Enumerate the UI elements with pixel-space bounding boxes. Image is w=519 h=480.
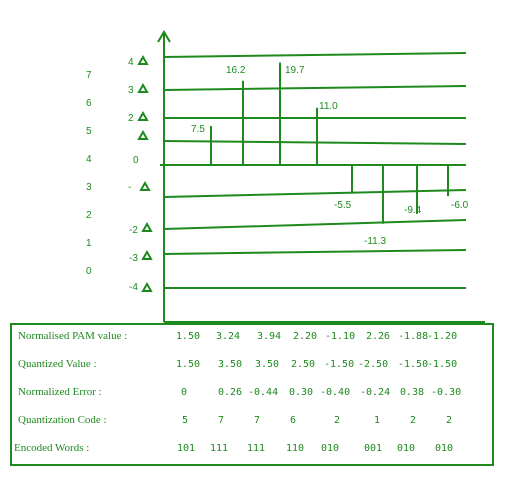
triangle-marker-icon [137, 110, 149, 121]
level-line [163, 249, 467, 255]
table-cell: -2.50 [358, 359, 388, 370]
triangle-marker-icon [137, 82, 149, 93]
row-label: Normalized Error : [18, 386, 102, 398]
level-labels: 4 3 2 0 - -2 -3 -4 [128, 57, 139, 293]
table-cell: -1.50 [427, 359, 457, 370]
y-axis-arrow-icon [157, 30, 171, 43]
triangle-marker-icon [141, 249, 153, 260]
sample-stems [210, 62, 449, 224]
table-cell: 7 [218, 415, 224, 426]
triangle-marker-icon [137, 54, 149, 65]
level-label: - [128, 182, 131, 193]
table-cell: 0.38 [400, 387, 424, 398]
table-cell: 6 [290, 415, 296, 426]
code-label: 1 [86, 238, 92, 249]
level-label: 2 [128, 113, 134, 124]
table-cell: 0.30 [289, 387, 313, 398]
codes-column: 7 6 5 4 3 2 1 0 [86, 70, 92, 277]
triangle-marker-icon [137, 129, 149, 140]
code-label: 3 [86, 182, 92, 193]
table-cell: 101 [177, 443, 195, 454]
table-cell: 001 [364, 443, 382, 454]
triangle-marker-icon [141, 281, 153, 292]
table-cell: -0.24 [360, 387, 390, 398]
table-cell: -0.30 [431, 387, 461, 398]
code-label: 0 [86, 266, 92, 277]
level-markers [137, 54, 153, 292]
table-cell: 2.50 [291, 359, 315, 370]
level-label: -4 [129, 282, 138, 293]
code-label: 7 [86, 70, 92, 81]
table-cell: 2 [334, 415, 340, 426]
code-label: 4 [86, 154, 92, 165]
table-cell: 2.20 [293, 331, 317, 342]
code-label: 2 [86, 210, 92, 221]
level-line [163, 219, 467, 230]
sample-label: -5.5 [334, 200, 352, 211]
sample-label: -9.4 [404, 205, 422, 216]
triangle-marker-icon [141, 221, 153, 232]
table-cell: -1.50 [324, 359, 354, 370]
table-cell: 1 [374, 415, 380, 426]
sample-label: 11.0 [319, 101, 338, 112]
table-cell: 111 [247, 443, 265, 454]
table-cell: -1.10 [325, 331, 355, 342]
sample-label: 16.2 [226, 65, 246, 76]
row-label: Quantization Code : [18, 414, 107, 426]
table-cell: 010 [321, 443, 339, 454]
table-border [10, 323, 494, 466]
table-cell: 3.24 [216, 331, 240, 342]
table-cell: 2.26 [366, 331, 390, 342]
results-table: Normalised PAM value : Quantized Value :… [10, 323, 494, 466]
code-label: 6 [86, 98, 92, 109]
table-cell: -0.44 [248, 387, 278, 398]
table-cell: 110 [286, 443, 304, 454]
level-label: -2 [129, 225, 138, 236]
table-cell: 7 [254, 415, 260, 426]
table-cell: 0 [181, 387, 187, 398]
level-line [163, 85, 467, 91]
sample-label: 7.5 [191, 124, 205, 135]
sample-label: 19.7 [285, 65, 305, 76]
sample-label: -11.3 [364, 236, 386, 247]
table-cell: -1.50 [398, 359, 428, 370]
table-cell: -1.20 [427, 331, 457, 342]
table-cell: -1.88 [398, 331, 428, 342]
table-cell: 5 [182, 415, 188, 426]
level-label: 4 [128, 57, 134, 68]
level-line [163, 140, 467, 145]
code-label: 5 [86, 126, 92, 137]
level-label: 3 [128, 85, 134, 96]
table-cell: 2 [446, 415, 452, 426]
table-cell: 2 [410, 415, 416, 426]
level-label: -3 [129, 253, 138, 264]
table-cell: 3.50 [218, 359, 242, 370]
table-cell: 0.26 [218, 387, 242, 398]
sample-labels: 7.5 16.2 19.7 11.0 -5.5 -11.3 -9.4 -6.0 [191, 65, 469, 247]
triangle-marker-icon [139, 180, 151, 191]
table-cell: -0.40 [320, 387, 350, 398]
table-cell: 010 [397, 443, 415, 454]
level-line [163, 52, 467, 58]
table-cell: 3.94 [257, 331, 281, 342]
row-label: Normalised PAM value : [18, 330, 127, 342]
row-label: Encoded Words : [14, 442, 89, 454]
sample-label: -6.0 [451, 200, 469, 211]
table-cell: 010 [435, 443, 453, 454]
table-cell: 111 [210, 443, 228, 454]
table-cell: 1.50 [176, 359, 200, 370]
table-cell: 1.50 [176, 331, 200, 342]
level-lines [163, 52, 485, 323]
level-label: 0 [133, 155, 139, 166]
row-label: Quantized Value : [18, 358, 97, 370]
table-cell: 3.50 [255, 359, 279, 370]
level-line [163, 189, 467, 198]
